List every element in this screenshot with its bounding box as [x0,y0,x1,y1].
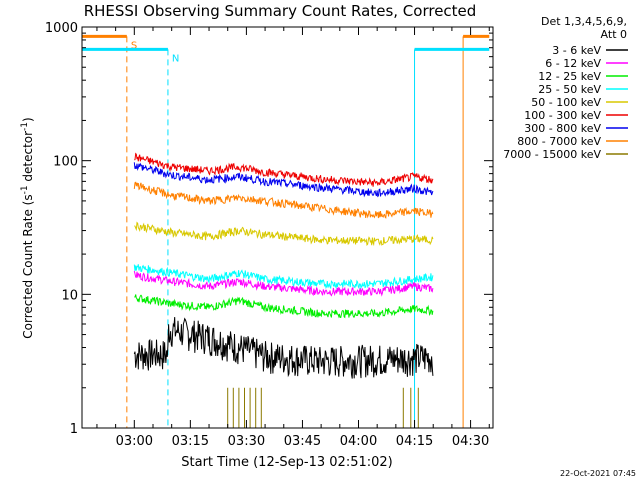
series-line-3 [134,294,434,319]
flag-s-label: S [131,40,137,51]
series-line-1 [133,317,434,379]
x-tick-label-1: 03:15 [172,434,209,449]
y-axis-label-main: Corrected Count Rate (s [21,194,35,338]
y-axis-label: Corrected Count Rate (s-1 detector-1) [20,117,35,338]
legend-header-line2: Att 0 [601,28,627,41]
legend-label-7: 300 - 800 keV [524,122,601,135]
chart-title: RHESSI Observing Summary Count Rates, Co… [84,2,477,20]
y-tick-label-2: 100 [53,155,78,170]
x-tick-label-6: 04:30 [452,434,489,449]
y-tick-label-3: 1000 [45,21,78,36]
y-tick-label-1: 10 [61,288,78,303]
series-line-7 [133,162,434,198]
x-axis-label: Start Time (12-Sep-13 02:51:02) [181,455,392,470]
y-axis-label-end: ) [21,117,35,122]
series-line-8 [133,181,434,219]
x-tick-label-3: 03:45 [284,434,321,449]
legend-label-2: 6 - 12 keV [545,57,601,70]
legend-label-5: 50 - 100 keV [531,96,601,109]
legend-label-8: 800 - 7000 keV [517,135,601,148]
x-tick-label-0: 03:00 [116,434,153,449]
y-axis-label-sup1: -1 [20,185,30,194]
plot-frame [81,26,494,429]
legend-label-4: 25 - 50 keV [538,83,601,96]
legend-label-3: 12 - 25 keV [538,70,601,83]
y-axis-label-sup2: -1 [20,122,30,131]
x-tick-label-2: 03:30 [228,434,265,449]
generation-timestamp: 22-Oct-2021 07:45 [560,469,636,478]
flag-n-label: N [172,53,179,64]
x-tick-label-4: 04:00 [340,434,377,449]
legend-header-line1: Det 1,3,4,5,6,9, [541,15,627,28]
x-tick-label-5: 04:15 [396,434,433,449]
series-line-9 [227,387,419,428]
series-line-5 [134,221,434,247]
legend-label-6: 100 - 300 keV [524,109,601,122]
series-line-6 [134,152,434,187]
legend-label-9: 7000 - 15000 keV [503,148,601,161]
series-line-2 [133,270,434,297]
legend-label-1: 3 - 6 keV [552,44,601,57]
y-tick-label-0: 1 [70,422,78,437]
y-axis-label-mid: detector [21,131,35,186]
series-line-4 [133,264,434,290]
